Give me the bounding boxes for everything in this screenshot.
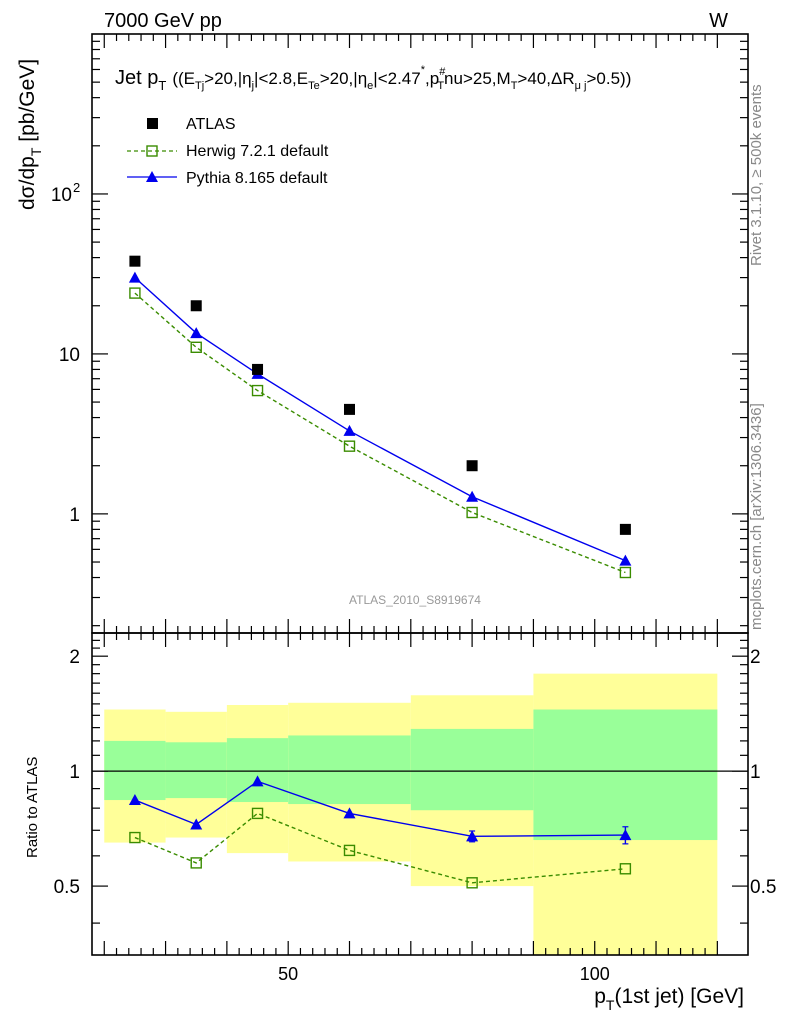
atlas-main-point-2	[252, 363, 264, 375]
ratio-y-tick-label-left-1: 1	[69, 762, 80, 783]
atlas-main-point-3	[343, 403, 355, 415]
main-y-axis-title: dσ/dpT [pb/GeV]	[16, 59, 44, 210]
herwig-ratio-point-1	[190, 857, 202, 869]
ratio-y-axis-title: Ratio to ATLAS	[24, 757, 41, 858]
pythia-ratio-point-4	[466, 830, 479, 842]
main-y-tick-label-2: 10	[51, 185, 72, 206]
ratio-band-green-0	[104, 740, 166, 801]
herwig-main-point-1	[190, 341, 202, 353]
herwig-ratio-point-2	[251, 807, 264, 820]
pythia-main-point-1	[190, 327, 203, 339]
ratio-y-tick-label-left-2: 2	[69, 647, 80, 668]
atlas-main-point-4	[466, 460, 478, 472]
herwig-main-point-4	[466, 506, 478, 519]
herwig-main-point-0	[129, 287, 141, 299]
ratio-band-green-1	[165, 742, 227, 799]
ratio-plot-frame	[91, 632, 749, 956]
pythia-main-point-5	[619, 554, 632, 566]
analysis-id: ATLAS_2010_S8919674	[349, 593, 481, 607]
herwig-ratio-point-3	[343, 844, 356, 857]
pythia-ratio-point-0	[128, 794, 141, 806]
pythia-ratio-point-2	[251, 775, 264, 787]
header-process: W	[709, 10, 728, 32]
herwig-main-point-3	[343, 440, 356, 452]
ratio-y-tick-label-right-2: 2	[750, 647, 761, 668]
header-energy: 7000 GeV pp	[104, 10, 222, 32]
main-y-tick-label-0: 1	[69, 505, 80, 526]
legend-atlas-label: ATLAS	[186, 116, 236, 133]
pythia-main-point-3	[343, 424, 356, 436]
herwig-ratio-point-0	[129, 831, 141, 844]
ratio-band-green-2	[226, 738, 289, 803]
mcplots-label: mcplots.cern.ch [arXiv:1306.3436]	[748, 403, 765, 630]
pythia-ratio-line	[134, 780, 626, 838]
herwig-main-point-2	[251, 384, 264, 397]
main-y-tick-label-1: 10	[59, 345, 80, 366]
pythia-main-point-4	[466, 490, 479, 502]
pythia-main-line	[134, 277, 626, 562]
x-tick-label-1: 100	[580, 964, 610, 984]
main-y-tick-sup-2: 2	[73, 180, 80, 195]
ratio-y-tick-label-right-0: 0.5	[750, 877, 776, 898]
pythia-ratio-point-1	[190, 818, 203, 830]
ratio-y-tick-label-right-1: 1	[750, 762, 761, 783]
x-tick-label-0: 50	[278, 964, 298, 984]
legend-atlas-marker	[147, 118, 158, 129]
pythia-ratio-point-5	[619, 829, 632, 841]
x-axis-title: pT(1st jet) [GeV]	[594, 985, 744, 1013]
herwig-ratio-point-5	[619, 863, 632, 875]
rivet-label: Rivet 3.1.10, ≥ 500k events	[748, 84, 765, 266]
atlas-main-point-1	[190, 300, 202, 312]
ratio-y-tick-label-left-0: 0.5	[54, 877, 80, 898]
herwig-main-line	[134, 292, 626, 574]
legend-pythia-marker	[146, 171, 158, 182]
atlas-main-point-0	[129, 255, 141, 267]
herwig-main-point-5	[619, 566, 632, 579]
pythia-main-point-0	[128, 271, 141, 283]
legend-herwig-label: Herwig 7.2.1 default	[186, 143, 329, 160]
ratio-band-green-4	[410, 728, 534, 811]
pythia-ratio-point-3	[343, 807, 356, 819]
legend-herwig-marker	[146, 145, 158, 157]
ratio-band-green-3	[288, 735, 411, 805]
plot-title: Jet pT ((ETj>20,|ηj|<2.8,ETe>20,|ηe|<2.47…	[115, 64, 631, 93]
legend: ATLAS Herwig 7.2.1 default Pythia 8.165 …	[127, 116, 329, 187]
ratio-plot-layer: 50 100 0.5 0.5 1 1 2 2	[54, 632, 776, 984]
ratio-band-green-5	[533, 709, 718, 841]
legend-pythia-label: Pythia 8.165 default	[186, 170, 328, 187]
herwig-ratio-point-4	[466, 877, 478, 889]
atlas-main-point-5	[619, 523, 631, 535]
